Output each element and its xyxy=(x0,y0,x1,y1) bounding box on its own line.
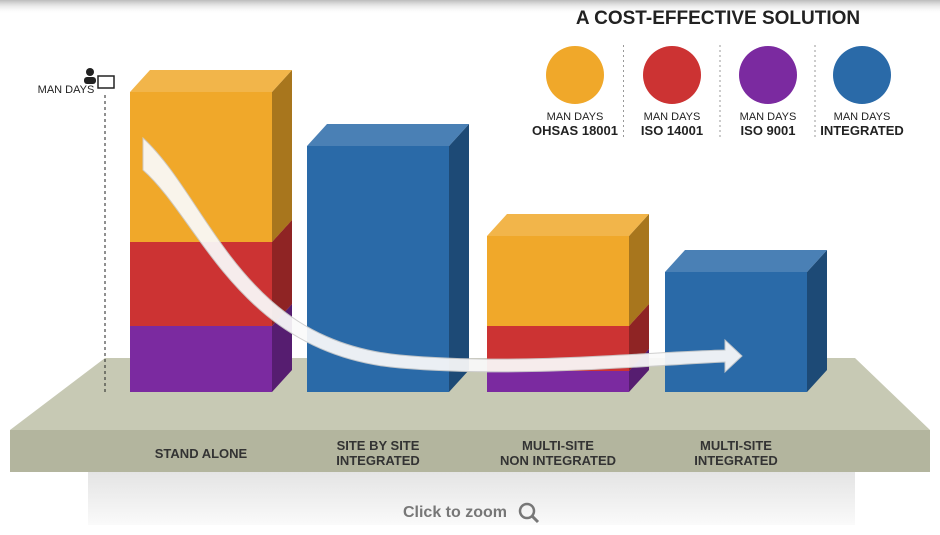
legend-swatch xyxy=(643,46,701,104)
legend-swatch xyxy=(546,46,604,104)
bar xyxy=(130,326,272,392)
zoom-text[interactable]: Click to zoom xyxy=(403,504,507,521)
bar xyxy=(665,272,807,392)
x-tick-label: STAND ALONE xyxy=(154,446,248,461)
legend-caption: MAN DAYS xyxy=(644,111,701,123)
bar-side xyxy=(272,220,292,326)
y-axis-label: MAN DAYS xyxy=(38,84,95,96)
legend-swatch xyxy=(739,46,797,104)
zoom-icon[interactable] xyxy=(518,502,540,524)
bar-side xyxy=(629,214,649,326)
bar-side xyxy=(272,70,292,242)
legend-label: ISO 9001 xyxy=(741,123,796,138)
bar-top xyxy=(130,70,292,92)
trend-arrow xyxy=(142,136,743,374)
bar-side xyxy=(807,250,827,392)
legend-caption: MAN DAYS xyxy=(834,111,891,123)
floor-front xyxy=(10,430,930,472)
axis-icon xyxy=(84,68,115,89)
legend-caption: MAN DAYS xyxy=(740,111,797,123)
bar xyxy=(487,236,629,326)
x-tick-label: MULTI-SITE NON INTEGRATED xyxy=(499,438,617,468)
bar xyxy=(487,371,629,392)
bar-top xyxy=(307,124,469,146)
x-tick-label: SITE BY SITE INTEGRATED xyxy=(336,438,420,468)
top-shadow xyxy=(0,0,940,14)
legend-label: ISO 14001 xyxy=(641,123,703,138)
legend-label: INTEGRATED xyxy=(820,123,904,138)
x-tick-label: MULTI-SITE INTEGRATED xyxy=(694,438,778,468)
legend-caption: MAN DAYS xyxy=(547,111,604,123)
bar-side xyxy=(449,124,469,392)
legend-label: OHSAS 18001 xyxy=(532,123,618,138)
legend-swatch xyxy=(833,46,891,104)
zoom-panel xyxy=(88,472,855,525)
bar-top xyxy=(487,214,649,236)
bar-top xyxy=(665,250,827,272)
chart-title: A COST-EFFECTIVE SOLUTION xyxy=(576,8,860,29)
